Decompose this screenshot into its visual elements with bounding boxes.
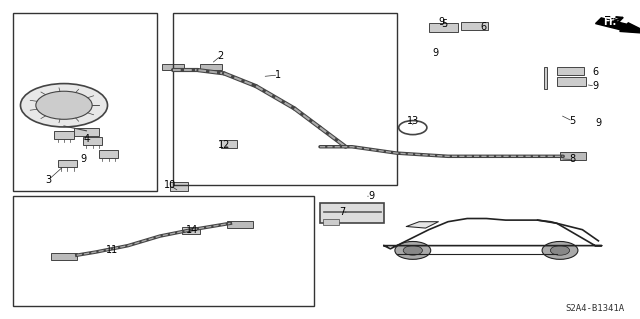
Bar xyxy=(170,182,188,191)
Text: 2: 2 xyxy=(218,51,224,61)
Bar xyxy=(200,64,223,70)
Bar xyxy=(161,64,184,70)
Text: 5: 5 xyxy=(442,19,448,29)
Bar xyxy=(13,13,157,191)
Polygon shape xyxy=(406,222,438,228)
Text: 8: 8 xyxy=(570,154,576,165)
Bar xyxy=(429,23,458,32)
Bar xyxy=(560,152,586,160)
Bar xyxy=(51,253,77,260)
Text: 9: 9 xyxy=(368,191,374,201)
Text: 12: 12 xyxy=(218,140,230,150)
Bar xyxy=(13,196,314,306)
Text: 14: 14 xyxy=(186,225,198,235)
Circle shape xyxy=(403,246,422,255)
Circle shape xyxy=(36,91,92,119)
Text: 1: 1 xyxy=(275,70,282,80)
Text: Fr.: Fr. xyxy=(604,16,618,26)
Bar xyxy=(227,221,253,228)
Text: 5: 5 xyxy=(570,116,576,126)
Text: 10: 10 xyxy=(163,180,176,190)
Bar xyxy=(320,203,384,223)
Bar xyxy=(221,140,237,148)
Bar xyxy=(74,128,99,136)
Text: 7: 7 xyxy=(339,207,346,217)
Text: 9: 9 xyxy=(432,48,438,58)
Text: S2A4-B1341A: S2A4-B1341A xyxy=(566,304,625,313)
Bar xyxy=(83,137,102,145)
Bar xyxy=(99,150,118,158)
Bar xyxy=(557,67,584,75)
Text: 9: 9 xyxy=(80,154,86,165)
Text: 13: 13 xyxy=(406,116,419,126)
Bar xyxy=(557,77,586,86)
Text: 6: 6 xyxy=(592,67,598,77)
Circle shape xyxy=(20,84,108,127)
Bar xyxy=(182,227,200,234)
FancyArrow shape xyxy=(596,18,640,33)
Bar xyxy=(323,219,339,225)
Bar xyxy=(461,22,488,30)
Text: 6: 6 xyxy=(480,22,486,32)
Circle shape xyxy=(550,246,570,255)
Bar xyxy=(173,13,397,185)
Text: 9: 9 xyxy=(438,17,445,27)
Circle shape xyxy=(395,241,431,259)
Circle shape xyxy=(542,241,578,259)
Text: Fr.: Fr. xyxy=(603,17,616,27)
Text: 3: 3 xyxy=(45,175,51,185)
Text: 9: 9 xyxy=(595,118,602,128)
Text: 4: 4 xyxy=(83,134,90,144)
Bar xyxy=(58,160,77,167)
Bar xyxy=(54,131,74,139)
Bar xyxy=(544,67,547,89)
Text: 9: 9 xyxy=(592,81,598,91)
Text: 11: 11 xyxy=(106,245,118,256)
